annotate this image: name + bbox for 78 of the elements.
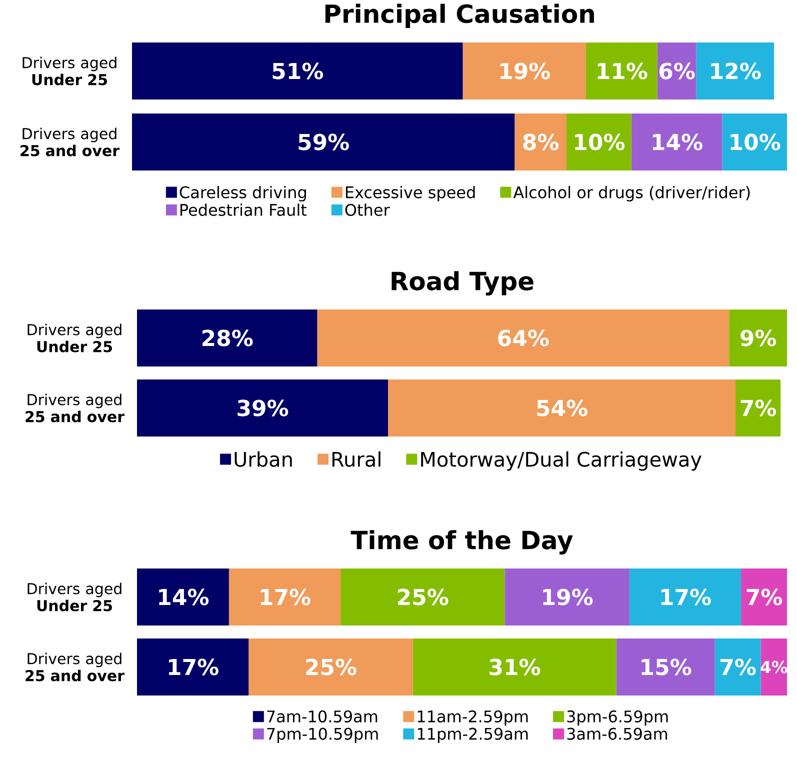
bar bbox=[566, 113, 632, 170]
bar bbox=[760, 638, 788, 696]
data-label: 28% bbox=[202, 330, 253, 346]
bar bbox=[729, 309, 788, 366]
data-label: 6% bbox=[659, 62, 695, 80]
legend-label: Pedestrian Fault bbox=[180, 204, 307, 216]
bar bbox=[586, 42, 658, 100]
bar bbox=[412, 638, 616, 696]
chart-title: Principal Causation bbox=[325, 4, 594, 28]
chart-title: Time of the Day bbox=[350, 530, 573, 554]
data-label: 25% bbox=[306, 658, 356, 676]
bar bbox=[137, 638, 249, 696]
bar bbox=[736, 379, 781, 436]
data-label: 31% bbox=[490, 658, 540, 676]
data-label: 7% bbox=[740, 400, 776, 416]
data-label: 7% bbox=[746, 588, 782, 606]
data-label: 14% bbox=[652, 134, 702, 150]
legend-label: Motorway/Dual Carriageway bbox=[421, 451, 702, 471]
data-label: 51% bbox=[272, 62, 324, 80]
bar bbox=[132, 42, 463, 100]
y-tick-label: Drivers aged 25 and over bbox=[26, 652, 124, 682]
data-label: 15% bbox=[642, 658, 692, 676]
bar bbox=[132, 113, 515, 170]
bar bbox=[631, 113, 722, 170]
legend-label: Other bbox=[345, 204, 390, 216]
legend-label: 11am-2.59pm bbox=[418, 710, 528, 726]
data-label: 19% bbox=[543, 588, 593, 606]
bar bbox=[137, 568, 229, 626]
legend-label: Rural bbox=[332, 451, 380, 467]
y-tick-label: Drivers aged Under 25 bbox=[28, 324, 122, 352]
data-label: 10% bbox=[575, 134, 625, 150]
legend-label: 7am-10.59am bbox=[267, 710, 378, 722]
bar bbox=[722, 113, 788, 170]
legend-label: 3am-6.59am bbox=[567, 728, 668, 740]
bar bbox=[504, 568, 630, 626]
y-tick-label: Drivers aged Under 25 bbox=[22, 56, 116, 86]
y-tick-label: Drivers aged 25 and over bbox=[20, 128, 120, 156]
bar bbox=[228, 568, 341, 626]
data-label: 4% bbox=[760, 660, 788, 674]
data-label: 25% bbox=[398, 588, 448, 606]
data-label: 9% bbox=[740, 330, 776, 346]
chart-title: Road Type bbox=[392, 271, 534, 296]
bar bbox=[340, 568, 505, 626]
data-label: 10% bbox=[730, 134, 780, 150]
data-label: 64% bbox=[498, 330, 549, 346]
data-label: 54% bbox=[537, 400, 588, 416]
data-label: 17% bbox=[661, 588, 711, 606]
legend-label: Urban bbox=[234, 451, 292, 467]
legend-label: Excessive speed bbox=[346, 186, 475, 202]
bar bbox=[629, 568, 742, 626]
legend-label: 7pm-10.59pm bbox=[267, 728, 378, 743]
data-label: 39% bbox=[238, 400, 288, 416]
bar bbox=[317, 309, 730, 366]
bar bbox=[248, 638, 413, 696]
bar bbox=[462, 42, 586, 100]
data-label: 12% bbox=[711, 62, 761, 80]
data-label: 14% bbox=[159, 588, 209, 606]
bar bbox=[137, 379, 388, 436]
data-label: 19% bbox=[500, 62, 550, 80]
data-label: 59% bbox=[298, 134, 349, 150]
data-label: 17% bbox=[260, 588, 310, 606]
data-label: 8% bbox=[523, 134, 559, 150]
bar bbox=[696, 42, 774, 100]
bar bbox=[741, 568, 788, 626]
legend-label: 3pm-6.59pm bbox=[567, 710, 668, 726]
data-label: 11% bbox=[598, 62, 648, 80]
bar bbox=[616, 638, 715, 696]
bar bbox=[714, 638, 761, 696]
legend-label: Alcohol or drugs (driver/rider) bbox=[513, 186, 750, 202]
y-tick-label: Drivers aged 25 and over bbox=[26, 394, 124, 422]
y-tick-label: Drivers aged Under 25 bbox=[28, 582, 122, 612]
legend-label: 11pm-2.59am bbox=[418, 728, 528, 743]
data-label: 17% bbox=[168, 658, 218, 676]
bar bbox=[388, 379, 736, 436]
bar bbox=[514, 113, 567, 170]
bar bbox=[137, 309, 318, 366]
data-label: 7% bbox=[720, 658, 756, 676]
legend-label: Careless driving bbox=[180, 186, 306, 202]
